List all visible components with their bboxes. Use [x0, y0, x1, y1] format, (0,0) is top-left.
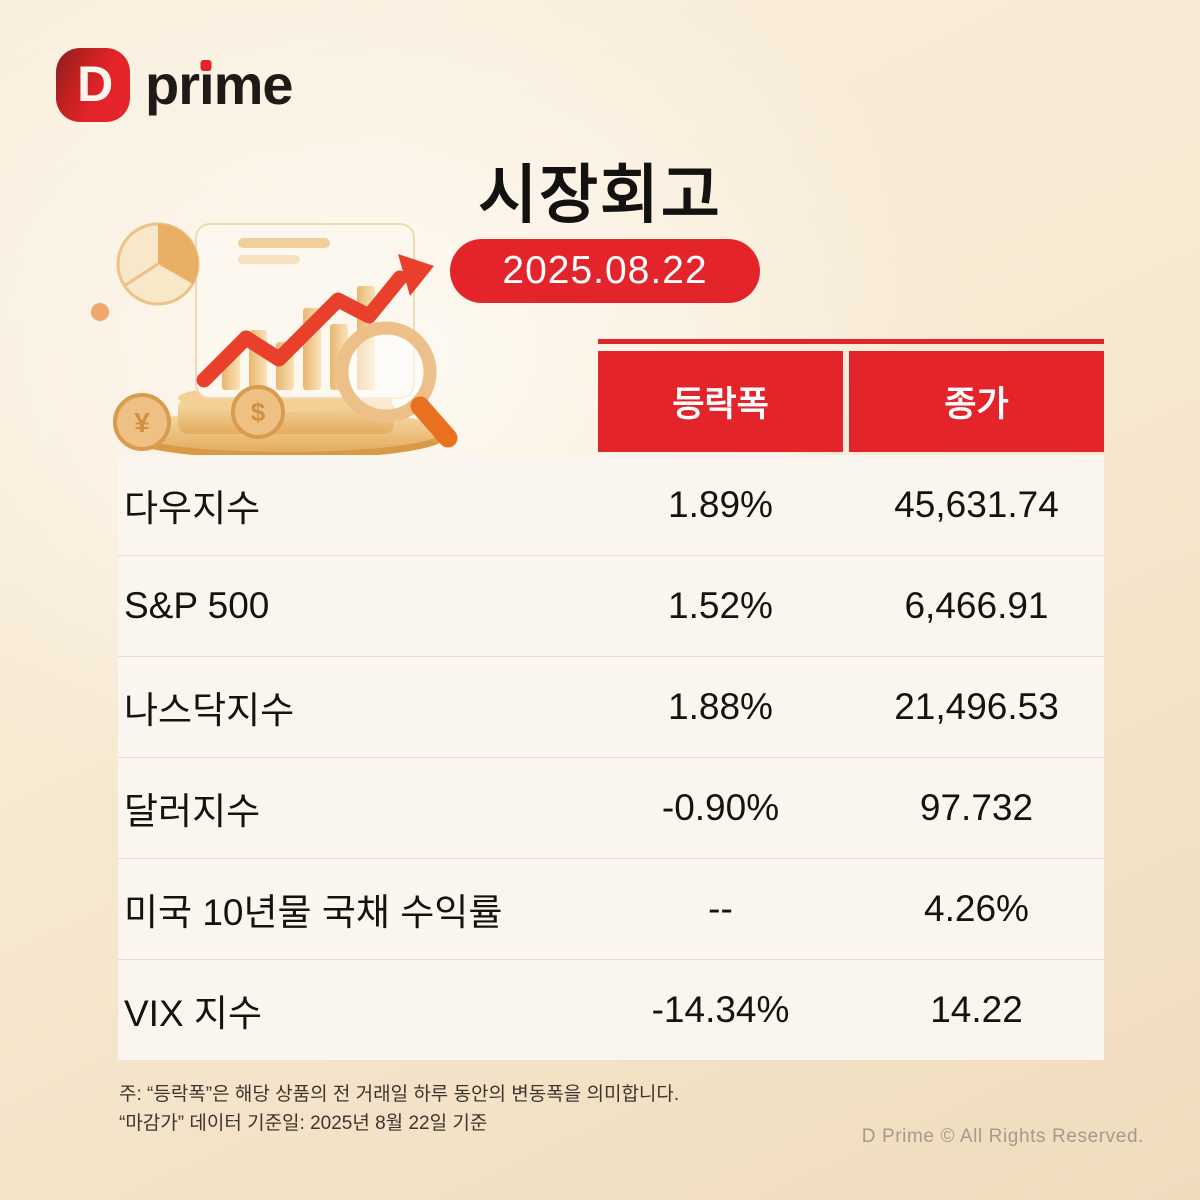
index-change: 1.88% — [668, 686, 773, 727]
index-close: 45,631.74 — [894, 484, 1059, 525]
trend-arrow-icon — [196, 254, 434, 388]
coin-dollar-icon: $ — [231, 385, 285, 439]
column-header-change: 등락폭 — [598, 351, 843, 452]
footnote-line1: 주: “등락폭”은 해당 상품의 전 거래일 하루 동안의 변동폭을 의미합니다… — [119, 1084, 680, 1105]
logo-d-letter: D — [77, 56, 114, 112]
table-header-accent-line — [598, 339, 1104, 344]
index-change: -14.34% — [651, 989, 790, 1030]
deco-dot — [91, 303, 109, 321]
index-change: -0.90% — [661, 787, 780, 828]
copyright-text: D Prime © All Rights Reserved. — [861, 1126, 1144, 1147]
logo-text-i: ı — [199, 53, 215, 116]
pie-chart-icon — [116, 222, 200, 306]
index-close: 4.26% — [924, 888, 1029, 929]
index-name: VIX 지수 — [124, 993, 262, 1034]
index-close: 14.22 — [930, 989, 1023, 1030]
index-change: -- — [708, 888, 733, 929]
table-row-vix: VIX 지수 -14.34% 14.22 — [118, 960, 1104, 1060]
svg-text:¥: ¥ — [134, 407, 150, 438]
page-title: 시장회고 — [478, 159, 722, 231]
footnote-line2: “마감가” 데이터 기준일: 2025년 8월 22일 기준 — [119, 1113, 488, 1134]
index-close: 6,466.91 — [904, 585, 1049, 626]
column-header-close: 종가 — [849, 351, 1104, 452]
date-badge: 2025.08.22 — [450, 239, 760, 303]
index-name: S&P 500 — [124, 585, 270, 626]
table-row-sp500: S&P 500 1.52% 6,466.91 — [118, 556, 1104, 657]
index-change: 1.52% — [668, 585, 773, 626]
logo-text-pr: pr — [145, 53, 200, 116]
index-close: 97.732 — [919, 787, 1034, 828]
logo-text-me: me — [213, 53, 294, 116]
table-row-us10y: 미국 10년물 국채 수익률 -- 4.26% — [118, 859, 1104, 960]
index-name: 미국 10년물 국채 수익률 — [124, 892, 503, 933]
table-row-nasdaq: 나스닥지수 1.88% 21,496.53 — [118, 657, 1104, 758]
market-growth-illustration: ¥ $ — [91, 222, 458, 459]
index-name: 나스닥지수 — [124, 690, 295, 731]
coin-yen-icon: ¥ — [113, 393, 171, 451]
index-close: 21,496.53 — [894, 686, 1059, 727]
dprime-logo-icon: D — [56, 48, 130, 122]
magnifier-icon — [335, 321, 458, 448]
dprime-logo: D pr ı me — [56, 48, 293, 122]
logo-wordmark: pr ı me — [145, 48, 293, 122]
index-name: 다우지수 — [124, 488, 261, 529]
svg-text:$: $ — [251, 397, 266, 427]
index-change: 1.89% — [668, 484, 773, 525]
market-table: 다우지수 1.89% 45,631.74 S&P 500 1.52% 6,466… — [118, 455, 1104, 1060]
index-name: 달러지수 — [124, 791, 261, 832]
table-row-dow: 다우지수 1.89% 45,631.74 — [118, 455, 1104, 556]
logo-i-dot — [200, 60, 212, 71]
table-row-dollar: 달러지수 -0.90% 97.732 — [118, 758, 1104, 859]
footnotes: 주: “등락폭”은 해당 상품의 전 거래일 하루 동안의 변동폭을 의미합니다… — [119, 1080, 679, 1138]
